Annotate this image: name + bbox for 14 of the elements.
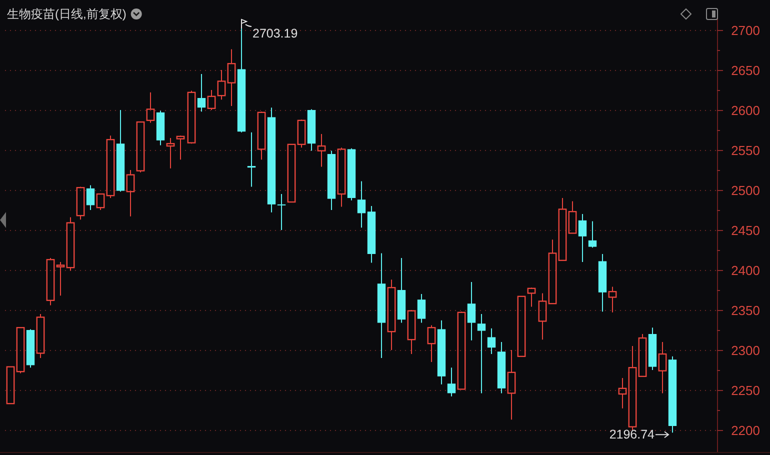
y-tick-label: 2700 — [731, 23, 760, 38]
y-tick-label: 2650 — [731, 63, 760, 78]
y-tick-label: 2200 — [731, 423, 760, 438]
y-tick-label: 2500 — [731, 183, 760, 198]
y-tick-label: 2400 — [731, 263, 760, 278]
chart-title: 生物疫苗(日线,前复权) — [7, 7, 126, 21]
y-tick-label: 2450 — [731, 223, 760, 238]
annotation: 2196.74 — [609, 428, 655, 442]
y-tick-label: 2350 — [731, 303, 760, 318]
y-tick-label: 2300 — [731, 343, 760, 358]
y-tick-label: 2600 — [731, 103, 760, 118]
y-tick-label: 2550 — [731, 143, 760, 158]
y-tick-label: 2250 — [731, 383, 760, 398]
annotation: 2703.19 — [252, 26, 298, 40]
